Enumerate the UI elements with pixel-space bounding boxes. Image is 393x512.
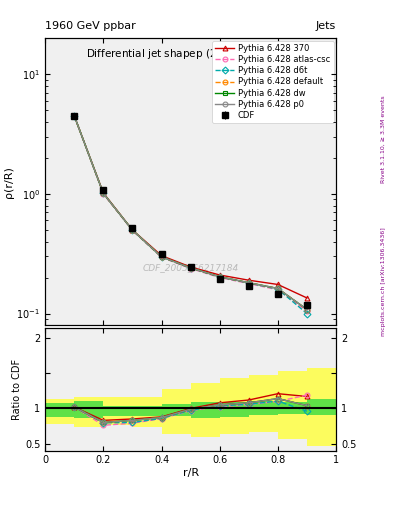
Pythia 6.428 atlas-csc — [275, 287, 280, 293]
Text: mcplots.cern.ch [arXiv:1306.3436]: mcplots.cern.ch [arXiv:1306.3436] — [381, 228, 386, 336]
Text: CDF_2005_S6217184: CDF_2005_S6217184 — [143, 263, 239, 272]
Pythia 6.428 370 — [130, 227, 135, 233]
Bar — [45, 399, 74, 424]
Pythia 6.428 dw — [246, 280, 251, 286]
Pythia 6.428 p0 — [72, 113, 77, 119]
Pythia 6.428 atlas-csc — [101, 191, 106, 197]
Pythia 6.428 atlas-csc — [246, 281, 251, 287]
Bar — [191, 383, 220, 437]
Pythia 6.428 dw — [217, 274, 222, 280]
Pythia 6.428 d6t — [101, 190, 106, 197]
Pythia 6.428 dw — [188, 265, 193, 271]
Pythia 6.428 dw — [72, 113, 77, 119]
Bar — [191, 402, 220, 418]
Pythia 6.428 d6t — [246, 280, 251, 286]
Bar — [74, 401, 103, 418]
Pythia 6.428 atlas-csc — [130, 227, 135, 233]
Bar — [103, 397, 132, 424]
Pythia 6.428 atlas-csc — [159, 254, 164, 261]
Pythia 6.428 default — [72, 113, 77, 119]
Pythia 6.428 d6t — [130, 227, 135, 233]
Bar — [307, 399, 336, 415]
Pythia 6.428 p0 — [130, 227, 135, 233]
Pythia 6.428 d6t — [305, 310, 309, 316]
Bar — [162, 389, 191, 434]
Line: Pythia 6.428 p0: Pythia 6.428 p0 — [72, 114, 309, 312]
Pythia 6.428 default — [217, 274, 222, 280]
Pythia 6.428 p0 — [217, 274, 222, 280]
Bar — [307, 368, 336, 446]
Bar — [45, 403, 74, 417]
Bar — [220, 378, 249, 434]
Pythia 6.428 370 — [275, 282, 280, 288]
Pythia 6.428 370 — [246, 277, 251, 283]
Line: Pythia 6.428 370: Pythia 6.428 370 — [72, 114, 309, 301]
Bar — [132, 397, 162, 426]
Pythia 6.428 p0 — [275, 285, 280, 291]
Pythia 6.428 d6t — [159, 254, 164, 260]
Bar — [220, 402, 249, 417]
X-axis label: r/R: r/R — [182, 468, 199, 478]
Pythia 6.428 atlas-csc — [217, 274, 222, 281]
Pythia 6.428 p0 — [246, 280, 251, 286]
Pythia 6.428 default — [159, 254, 164, 260]
Pythia 6.428 dw — [101, 190, 106, 197]
Line: Pythia 6.428 dw: Pythia 6.428 dw — [72, 114, 309, 312]
Bar — [162, 403, 191, 416]
Pythia 6.428 d6t — [275, 286, 280, 292]
Pythia 6.428 default — [275, 285, 280, 291]
Pythia 6.428 370 — [101, 190, 106, 196]
Pythia 6.428 dw — [130, 227, 135, 233]
Pythia 6.428 atlas-csc — [72, 113, 77, 119]
Pythia 6.428 default — [188, 265, 193, 271]
Pythia 6.428 atlas-csc — [305, 308, 309, 314]
Line: Pythia 6.428 atlas-csc: Pythia 6.428 atlas-csc — [72, 114, 309, 313]
Pythia 6.428 370 — [159, 252, 164, 259]
Pythia 6.428 p0 — [159, 254, 164, 260]
Pythia 6.428 default — [246, 280, 251, 286]
Y-axis label: ρ(r/R): ρ(r/R) — [4, 166, 14, 198]
Pythia 6.428 default — [305, 307, 309, 313]
Pythia 6.428 default — [130, 227, 135, 233]
Text: Differential jet shapep (208 < p$_T$ < 229): Differential jet shapep (208 < p$_T$ < 2… — [86, 47, 296, 61]
Pythia 6.428 d6t — [188, 265, 193, 271]
Pythia 6.428 370 — [305, 295, 309, 301]
Pythia 6.428 370 — [188, 264, 193, 270]
Line: Pythia 6.428 d6t: Pythia 6.428 d6t — [72, 114, 309, 316]
Pythia 6.428 dw — [275, 285, 280, 291]
Bar — [278, 371, 307, 439]
Pythia 6.428 dw — [159, 254, 164, 260]
Text: Rivet 3.1.10, ≥ 3.3M events: Rivet 3.1.10, ≥ 3.3M events — [381, 95, 386, 183]
Line: Pythia 6.428 default: Pythia 6.428 default — [72, 114, 309, 312]
Bar — [132, 406, 162, 416]
Bar — [278, 402, 307, 414]
Pythia 6.428 370 — [217, 272, 222, 278]
Text: Jets: Jets — [316, 21, 336, 31]
Pythia 6.428 atlas-csc — [188, 265, 193, 271]
Bar — [74, 397, 103, 426]
Pythia 6.428 p0 — [305, 307, 309, 313]
Pythia 6.428 d6t — [217, 274, 222, 280]
Bar — [249, 401, 278, 415]
Legend: Pythia 6.428 370, Pythia 6.428 atlas-csc, Pythia 6.428 d6t, Pythia 6.428 default: Pythia 6.428 370, Pythia 6.428 atlas-csc… — [212, 41, 334, 123]
Pythia 6.428 d6t — [72, 113, 77, 119]
Bar — [249, 375, 278, 432]
Pythia 6.428 370 — [72, 113, 77, 119]
Pythia 6.428 dw — [305, 307, 309, 313]
Pythia 6.428 default — [101, 190, 106, 197]
Pythia 6.428 p0 — [101, 190, 106, 197]
Pythia 6.428 p0 — [188, 265, 193, 271]
Text: 1960 GeV ppbar: 1960 GeV ppbar — [45, 21, 136, 31]
Bar — [103, 406, 132, 416]
Y-axis label: Ratio to CDF: Ratio to CDF — [12, 358, 22, 420]
